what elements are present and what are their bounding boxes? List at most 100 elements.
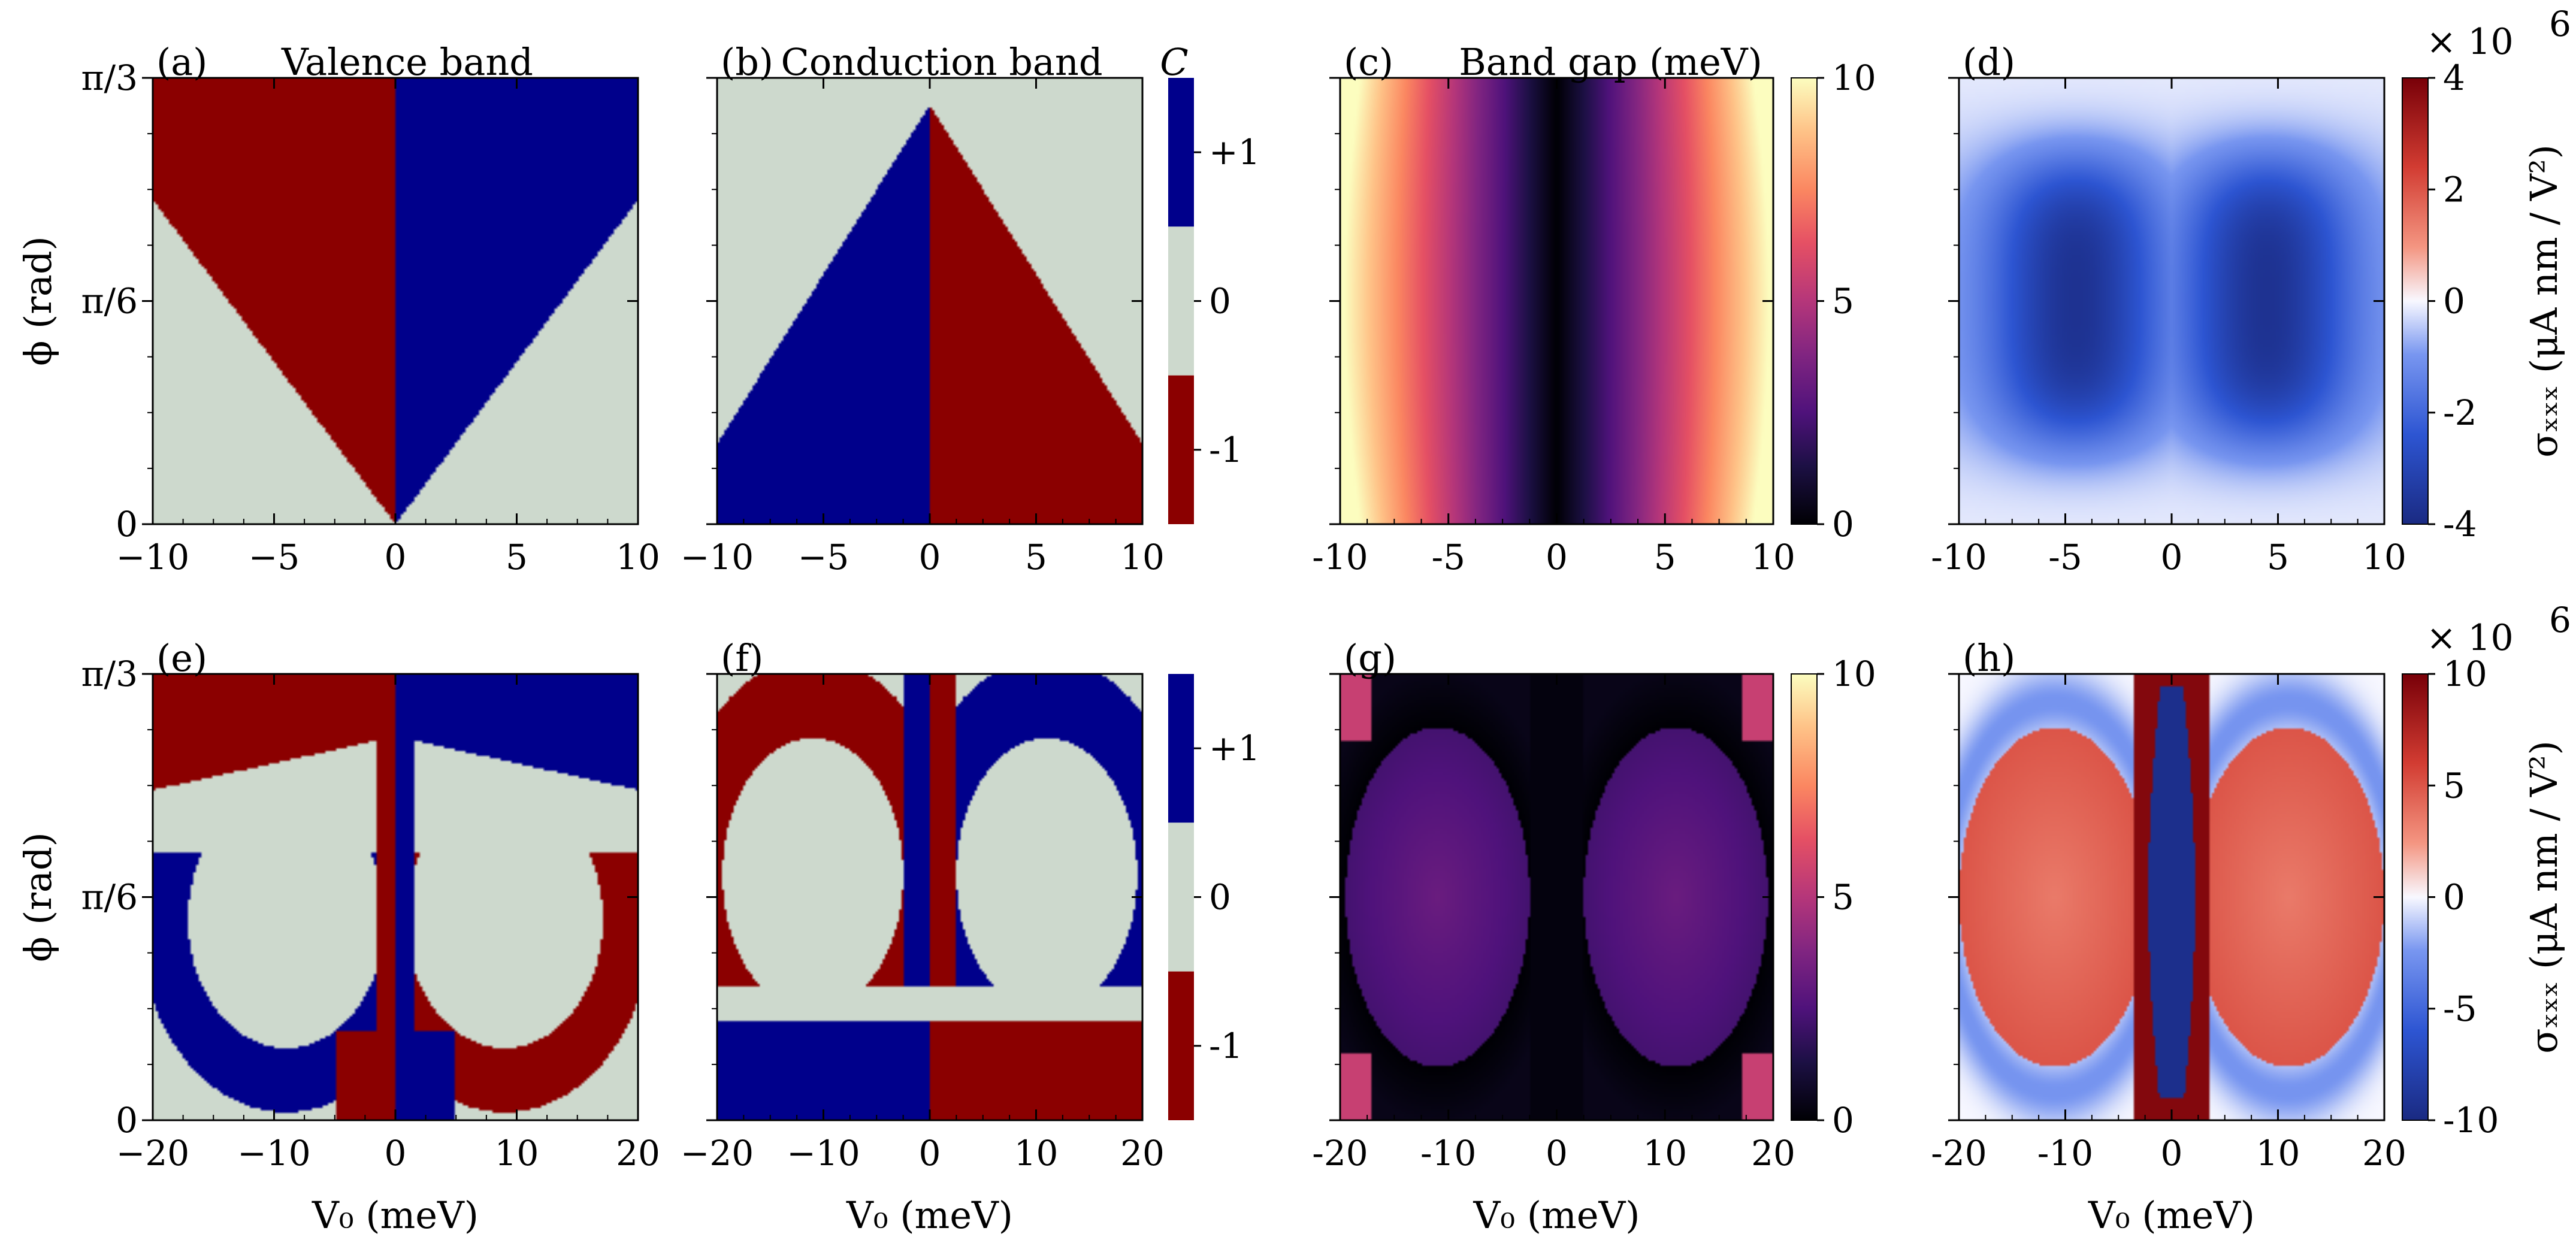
panel-title-a: Valence band	[281, 40, 533, 84]
colorbar-tick-label: 10	[1832, 654, 1876, 694]
colorbar-tick-label: 5	[2443, 765, 2465, 806]
colorbar-bar	[2402, 77, 2429, 525]
x-tick-label: 5	[1654, 537, 1676, 577]
x-tick-label: 10	[495, 1133, 539, 1174]
x-tick-label: 20	[1751, 1133, 1795, 1174]
colorbar-tick-label: 10	[1832, 58, 1876, 98]
panel-letter-g: (g)	[1344, 636, 1396, 680]
x-tick-label: -10	[1931, 537, 1987, 577]
x-tick-label: 10	[2256, 1133, 2300, 1174]
panel-a: (a) Valence band −10 −5 0 5 10 0 π/6 π/3 ϕ (rad)	[16, 40, 660, 577]
x-tick-label: 20	[2362, 1133, 2406, 1174]
colorbar-swatch	[1168, 971, 1194, 1120]
x-tick-label: 10	[616, 537, 660, 577]
heatmap-h	[1959, 674, 2384, 1120]
x-tick-label: 10	[1014, 1133, 1059, 1174]
colorbar-swatch	[1168, 674, 1194, 823]
panel-h: (h) -20 -10 0 10 20 V₀ (meV)	[1931, 636, 2406, 1237]
heatmap-e	[153, 674, 638, 1120]
colorbar-tick-label: +1	[1209, 132, 1260, 173]
colorbar-tick-label: -5	[2443, 988, 2477, 1029]
x-tick-label: −10	[787, 1133, 860, 1174]
panel-letter-c: (c)	[1344, 40, 1393, 84]
colorbar-h: -10 -5 0 5 10 σₓₓₓ (μA nm / V²) × 10 6	[2402, 600, 2571, 1141]
x-tick-label: 10	[1751, 537, 1795, 577]
panel-c: (c) Band gap (meV) -10 -5 0 5 10	[1312, 40, 1795, 577]
colorbar-tick-label: 0	[1832, 1100, 1854, 1141]
colorbar-tick-label: 2	[2443, 169, 2465, 210]
x-tick-label: 0	[385, 1133, 407, 1174]
x-tick-label: -20	[1931, 1133, 1987, 1174]
colorbar-tick-label: -10	[2443, 1100, 2499, 1141]
x-tick-label: 0	[2161, 1133, 2183, 1174]
x-tick-label: 0	[919, 1133, 941, 1174]
colorbar-d: -4 -2 0 2 4 σₓₓₓ (μA nm / V²) × 10 6	[2402, 4, 2571, 545]
colorbar-label: σₓₓₓ (μA nm / V²)	[2522, 144, 2566, 458]
colorbar-tick-label: 5	[1832, 281, 1854, 322]
colorbar-label: C	[1160, 40, 1188, 84]
colorbar-multiplier: × 10	[2426, 617, 2514, 659]
colorbar-tick-label: +1	[1209, 728, 1260, 769]
colorbar-swatch	[1168, 78, 1194, 227]
colorbar-tick-label: 0	[1209, 877, 1231, 918]
colorbar-tick-label: 10	[2443, 654, 2487, 694]
colorbar-tick-label: 5	[1832, 877, 1854, 918]
colorbar-c: 0 5 10	[1791, 58, 1876, 545]
colorbar-bar	[2402, 673, 2429, 1121]
x-tick-label: -5	[1432, 537, 1466, 577]
x-tick-label: 0	[1546, 537, 1568, 577]
panel-letter-a: (a)	[156, 40, 207, 84]
panel-letter-e: (e)	[156, 636, 207, 680]
y-tick-label: π/6	[81, 281, 138, 322]
colorbar-g: 0 5 10	[1791, 654, 1876, 1141]
panel-d: (d) -10 -5 0 5 10	[1931, 40, 2406, 577]
x-tick-label: 10	[1643, 1133, 1687, 1174]
heatmap-a	[153, 78, 638, 524]
colorbar-tick-label: -1	[1209, 430, 1243, 470]
colorbar-swatch	[1168, 375, 1194, 524]
x-tick-label: −10	[681, 537, 754, 577]
colorbar-swatch	[1168, 226, 1194, 376]
heatmap-f	[717, 674, 1142, 1120]
x-tick-label: 0	[2161, 537, 2183, 577]
x-tick-label: 10	[1120, 537, 1165, 577]
panel-e: (e) −20 −10 0 10 20 0 π/6 π/3 ϕ (rad) V₀ (meV)	[16, 636, 660, 1237]
x-tick-label: 5	[2267, 537, 2289, 577]
colorbar-label: σₓₓₓ (μA nm / V²)	[2522, 740, 2566, 1054]
panel-title-b: Conduction band	[781, 40, 1102, 84]
x-axis-label-f: V₀ (meV)	[846, 1193, 1013, 1237]
x-tick-label: −5	[249, 537, 300, 577]
x-tick-label: −20	[681, 1133, 754, 1174]
x-tick-label: -10	[1420, 1133, 1476, 1174]
panel-title-c: Band gap (meV)	[1459, 40, 1762, 84]
y-tick-label: π/3	[81, 58, 138, 98]
x-tick-label: 0	[1546, 1133, 1568, 1174]
x-tick-label: 10	[2362, 537, 2406, 577]
x-tick-label: -10	[1312, 537, 1368, 577]
colorbar-tick-label: -2	[2443, 392, 2477, 433]
colorbar-f: -1 0 +1	[1168, 674, 1260, 1120]
colorbar-exponent: 6	[2549, 600, 2571, 640]
x-tick-label: −5	[798, 537, 849, 577]
panel-letter-d: (d)	[1963, 40, 2015, 84]
colorbar-tick-label: 0	[1209, 281, 1231, 322]
y-tick-label: 0	[116, 1100, 138, 1141]
x-axis-label-g: V₀ (meV)	[1473, 1193, 1640, 1237]
x-axis-label-h: V₀ (meV)	[2088, 1193, 2255, 1237]
x-tick-label: -5	[2048, 537, 2082, 577]
x-tick-label: −10	[237, 1133, 310, 1174]
x-tick-label: 0	[919, 537, 941, 577]
colorbar-tick-label: 0	[2443, 877, 2465, 918]
colorbar-tick-label: 4	[2443, 58, 2465, 98]
colorbar-multiplier: × 10	[2426, 21, 2514, 63]
y-axis-label-a: ϕ (rad)	[16, 236, 60, 366]
x-axis-label-e: V₀ (meV)	[312, 1193, 479, 1237]
x-tick-label: −10	[116, 537, 189, 577]
heatmap-c	[1340, 78, 1773, 524]
x-tick-label: 20	[616, 1133, 660, 1174]
panel-letter-h: (h)	[1963, 636, 2015, 680]
x-tick-label: −20	[116, 1133, 189, 1174]
y-axis-label-e: ϕ (rad)	[16, 832, 60, 962]
heatmap-d	[1959, 78, 2384, 524]
heatmap-g	[1340, 674, 1773, 1120]
